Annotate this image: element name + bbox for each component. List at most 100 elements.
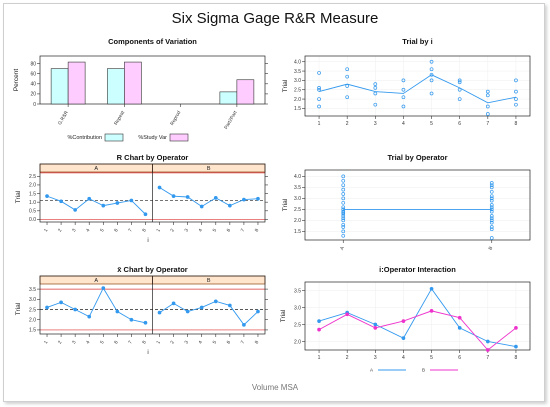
components-ylabel: Percent: [13, 69, 20, 92]
trial-by-i-point: [345, 67, 350, 72]
trial-by-operator-point: [489, 196, 494, 201]
trial-by-operator-point: [341, 200, 346, 205]
trial-by-i-title: Trial by i: [402, 37, 433, 46]
trial-by-i-plot-frame: [304, 55, 531, 117]
trial-by-operator-point: [489, 218, 494, 223]
xbar-chart-point: [185, 309, 190, 314]
trial-by-operator-ytick-label: 2.5: [294, 207, 301, 213]
xbar-chart-xtick-label: 6: [226, 340, 233, 346]
xbar-chart-point: [242, 322, 246, 327]
xbar-chart-strip-label: B: [207, 278, 211, 284]
xbar-chart-xtick-label: 4: [85, 340, 92, 346]
r-chart-xtick-label: 8: [141, 228, 148, 234]
components-category-label: G.R&R: [57, 110, 70, 127]
trial-by-i-point: [457, 80, 462, 85]
trial-by-i-point: [429, 59, 434, 64]
trial-by-operator-point: [341, 183, 346, 188]
trial-by-operator-point: [341, 209, 346, 214]
trial-by-i-ylabel: Trial: [282, 79, 289, 92]
components-bar: [219, 91, 238, 105]
trial-by-i-background: [305, 56, 530, 116]
trial-by-i-point: [429, 72, 434, 77]
xbar-chart-xlabel: i: [147, 350, 148, 356]
trial-by-i-point: [345, 95, 350, 100]
trial-by-operator-plot-frame: [304, 169, 531, 241]
r-chart-ylabel: Trial: [15, 190, 22, 203]
xbar-chart-xtick-label: 1: [43, 340, 50, 346]
r-chart-ytick-label: 2.5: [29, 174, 36, 180]
xbar-chart-xtick-label: 1: [155, 340, 162, 346]
xbar-chart-xtick-label: 7: [127, 340, 134, 346]
xbar-chart-xtick-label: 6: [113, 340, 120, 346]
components-bar: [107, 68, 125, 105]
xbar-chart-xtick-label: 4: [198, 340, 205, 346]
trial-by-operator-xtick-label: A: [339, 245, 346, 251]
r-chart-xtick-label: 1: [155, 228, 162, 234]
components-bar: [124, 61, 142, 105]
interaction-ytick-label: 2.5: [294, 322, 301, 328]
r-chart-point: [87, 196, 92, 201]
r-chart-series-line: [46, 195, 146, 215]
trial-by-operator-point: [341, 229, 346, 234]
r-chart-xtick-label: 5: [212, 228, 219, 234]
xbar-chart-xtick-label: 3: [71, 340, 78, 346]
interaction-series-line: [318, 287, 517, 348]
xbar-chart-point: [129, 317, 134, 322]
components-bar: [67, 61, 86, 105]
interaction-point: [373, 322, 378, 327]
trial-by-i-xtick-label: 3: [374, 121, 377, 127]
trial-by-operator-point: [341, 192, 346, 196]
trial-by-operator-point: [341, 205, 346, 210]
interaction-series-line: [318, 310, 517, 351]
components-legend-label: %Study Var: [138, 135, 167, 141]
trial-by-i-ytick-label: 2.0: [294, 97, 301, 103]
xbar-chart-ylabel: Trial: [15, 302, 22, 315]
interaction-xtick-label: 2: [346, 355, 349, 361]
trial-by-operator-title: Trial by Operator: [387, 153, 448, 162]
trial-by-i-xtick-label: 5: [430, 121, 433, 127]
interaction-ytick-label: 2.0: [294, 339, 301, 345]
r-chart-xtick-label: 4: [198, 228, 205, 234]
r-chart-xtick-label: 3: [71, 228, 78, 234]
trial-by-operator-ylabel: Trial: [282, 198, 289, 211]
xbar-chart-xtick-label: 2: [169, 340, 176, 346]
r-chart-xtick-label: 6: [113, 228, 120, 234]
trial-by-i-xtick-label: 4: [402, 121, 405, 127]
trial-by-operator-point: [489, 216, 494, 221]
trial-by-i-point: [485, 89, 490, 94]
r-chart-point: [59, 199, 63, 204]
trial-by-i-ytick-label: 1.5: [294, 106, 301, 112]
xbar-chart-point: [199, 305, 204, 310]
trial-by-operator-point: [489, 220, 494, 225]
trial-by-i-xtick-label: 2: [346, 121, 349, 127]
interaction-point: [345, 312, 350, 317]
r-chart-series-line: [159, 187, 258, 208]
interaction-plot-frame: [304, 281, 531, 351]
components-plot-frame: [39, 55, 266, 105]
interaction-point: [457, 315, 462, 320]
trial-by-operator-point: [489, 225, 494, 229]
trial-by-i-point: [345, 74, 350, 79]
r-chart-plot-frame: [39, 163, 266, 223]
trial-by-i-point: [429, 78, 434, 83]
trial-by-i-ytick-label: 4.0: [294, 60, 301, 66]
components-category-label: Part2Part: [223, 109, 239, 130]
r-chart-point: [256, 196, 260, 201]
trial-by-operator-point: [341, 216, 346, 221]
r-chart-ytick-label: 2.0: [29, 183, 36, 189]
trial-by-i-point: [514, 89, 518, 94]
trial-by-i-point: [457, 78, 462, 83]
trial-by-i-point: [401, 95, 406, 100]
r-chart-point: [227, 203, 232, 208]
components-bar: [236, 79, 255, 105]
xbar-chart-xtick-label: 5: [99, 340, 106, 346]
trial-by-i-point: [457, 97, 462, 101]
interaction-point: [317, 327, 321, 332]
xbar-chart-point: [157, 310, 162, 315]
components-legend-label: %Contribution: [67, 135, 102, 141]
trial-by-operator-point: [341, 211, 346, 216]
trial-by-i-point: [514, 102, 518, 107]
trial-by-operator-xtick-label: B: [487, 246, 494, 252]
r-chart-xtick-label: 2: [57, 228, 64, 234]
